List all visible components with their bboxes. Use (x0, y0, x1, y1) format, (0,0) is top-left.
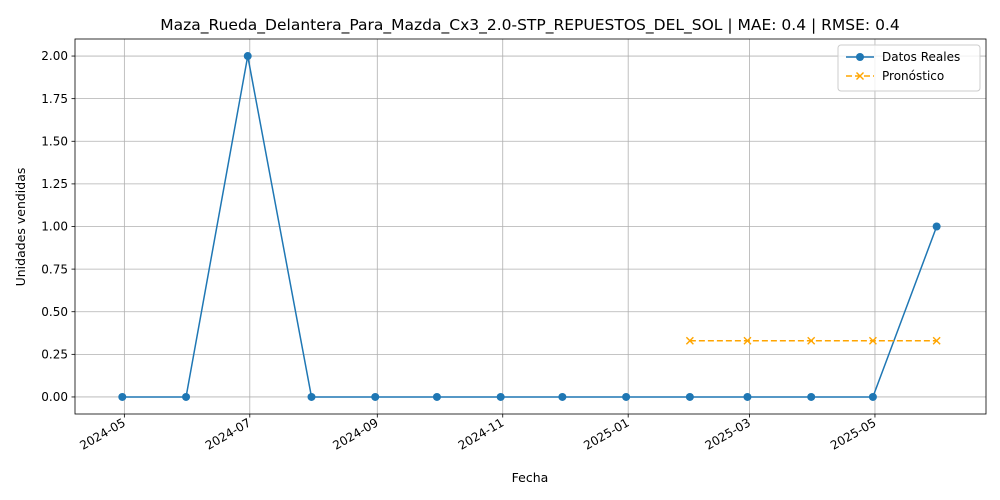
y-tick-label: 1.25 (41, 177, 68, 191)
y-tick-label: 1.00 (41, 220, 68, 234)
data-point-datos-reales (558, 392, 567, 401)
series-layer (118, 52, 941, 401)
y-tick-label: 0.50 (41, 305, 68, 319)
data-point-datos-reales (932, 222, 941, 231)
x-axis-label: Fecha (512, 470, 549, 485)
legend-label-datos-reales: Datos Reales (882, 50, 960, 64)
data-point-pronostico (743, 336, 752, 345)
legend-marker-datos-reales (856, 53, 864, 61)
data-point-datos-reales (243, 52, 252, 61)
data-point-datos-reales (743, 392, 752, 401)
y-axis: 0.00 0.25 0.50 0.75 1.00 1.25 1.50 1.75 2.00 (41, 49, 75, 404)
legend: Datos Reales Pronóstico (837, 44, 981, 92)
data-point-datos-reales (496, 392, 505, 401)
data-point-datos-reales (182, 392, 191, 401)
y-tick-label: 1.50 (41, 134, 68, 148)
data-point-datos-reales (307, 392, 316, 401)
chart-title: Maza_Rueda_Delantera_Para_Mazda_Cx3_2.0-… (160, 16, 899, 35)
data-point-pronostico (932, 336, 941, 345)
data-point-pronostico (868, 336, 877, 345)
y-tick-label: 0.75 (41, 262, 68, 276)
data-point-datos-reales (371, 392, 380, 401)
data-point-datos-reales (807, 392, 816, 401)
grid (75, 39, 986, 414)
data-point-datos-reales (685, 392, 694, 401)
y-tick-label: 0.25 (41, 348, 68, 362)
data-point-pronostico (807, 336, 816, 345)
y-tick-label: 0.00 (41, 390, 68, 404)
data-point-datos-reales (868, 392, 877, 401)
data-point-pronostico (685, 336, 694, 345)
y-tick-label: 2.00 (41, 49, 68, 63)
legend-label-pronostico: Pronóstico (882, 69, 944, 83)
series-line-datos-reales (122, 55, 938, 398)
data-point-datos-reales (622, 392, 631, 401)
data-point-datos-reales (432, 392, 441, 401)
y-tick-label: 1.75 (41, 92, 68, 106)
y-axis-label: Unidades vendidas (13, 168, 28, 287)
legend-marker-pronostico (856, 72, 864, 80)
data-point-datos-reales (118, 392, 127, 401)
